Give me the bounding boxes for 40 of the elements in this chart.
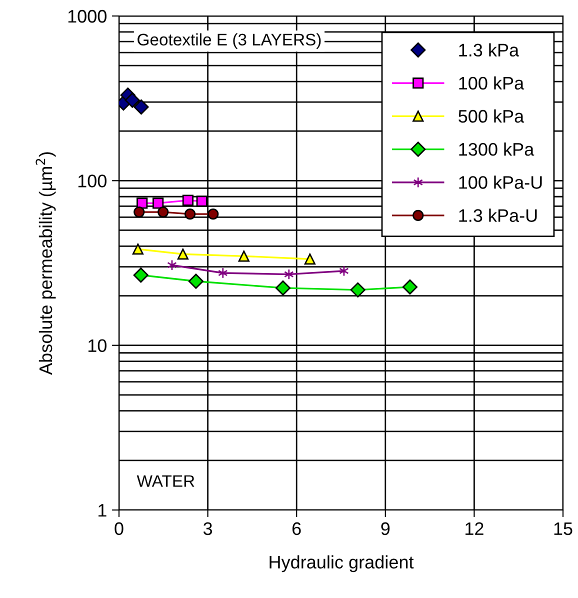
point <box>177 248 188 260</box>
point <box>182 194 194 206</box>
point <box>152 198 164 209</box>
x-tick-label: 9 <box>381 522 390 536</box>
x-tick-label: 12 <box>466 522 484 535</box>
y-axis-title: Absolute permeability (µm$^{2}$) <box>36 152 56 375</box>
x-tick-label: 0 <box>114 522 124 536</box>
x-axis-title: Hydraulic gradient <box>270 555 414 572</box>
point <box>136 198 148 209</box>
point <box>196 196 208 207</box>
annotation: Geotextile E (3 LAYERS) <box>138 33 321 49</box>
legend-label: 100 kPa-U <box>459 176 542 189</box>
y-tick-label: 10 <box>88 339 106 352</box>
point <box>133 268 148 283</box>
y-tick-label: 1 <box>98 504 106 517</box>
y-tick-label: 1000 <box>68 10 106 23</box>
point <box>158 206 169 218</box>
legend-label: 1300 kPa <box>459 142 534 156</box>
point <box>134 99 149 115</box>
point <box>134 206 145 218</box>
point <box>238 250 250 262</box>
legend-label: 500 kPa <box>458 109 524 123</box>
legend-label: 100 kPa <box>459 76 524 90</box>
point <box>208 208 219 220</box>
point <box>350 282 366 298</box>
point <box>184 208 196 220</box>
y-tick-label: 100 <box>78 174 106 188</box>
point <box>132 244 144 255</box>
point <box>188 274 204 289</box>
point <box>402 279 418 295</box>
point <box>124 92 140 108</box>
legend-label: 1.3 kPa <box>459 43 520 57</box>
point <box>304 254 316 265</box>
x-tick-label: 3 <box>203 522 212 536</box>
x-tick-label: 15 <box>554 522 572 536</box>
annotation: WATER <box>136 475 194 487</box>
point <box>218 267 228 279</box>
point <box>275 280 291 296</box>
x-tick-label: 6 <box>292 522 301 536</box>
legend-label: 1.3 kPa-U <box>459 208 537 222</box>
